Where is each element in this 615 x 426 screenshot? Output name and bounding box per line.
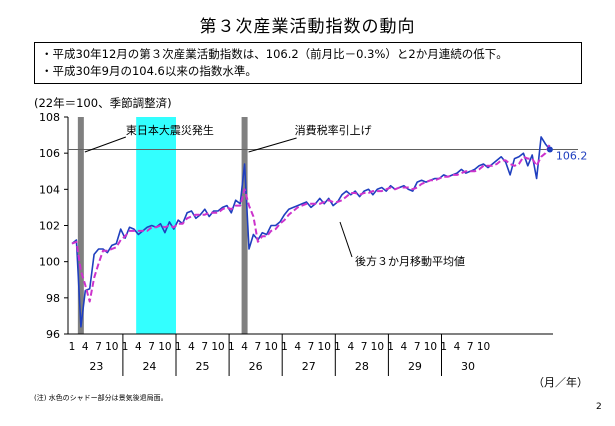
x-tick-label: 4	[82, 341, 89, 353]
event-marker-bar	[77, 117, 84, 334]
y-tick-label: 106	[39, 147, 60, 160]
moving-average-label: 後方３か月移動平均値	[355, 254, 465, 268]
y-tick-label: 108	[39, 111, 60, 124]
year-label: 29	[408, 360, 422, 373]
x-tick-label: 10	[105, 341, 118, 353]
end-point-marker	[546, 146, 553, 153]
event-label: 東日本大震災発生	[126, 123, 214, 137]
summary-box: ・平成30年12月の第３次産業活動指数は、106.2（前月比－0.3%）と2か月…	[34, 42, 582, 84]
moving-average-line	[71, 143, 551, 303]
x-tick-label: 4	[347, 341, 354, 353]
footnote: (注) 水色のシャドー部分は景気後退局面。	[34, 394, 168, 402]
x-tick-label: 1	[387, 341, 394, 353]
page-number: 2	[596, 402, 602, 412]
year-label: 27	[302, 360, 316, 373]
event-leader	[248, 137, 297, 153]
end-value-label: 106.2	[556, 150, 588, 163]
x-tick-label: 7	[361, 341, 368, 353]
x-tick-label: 1	[175, 341, 182, 353]
x-tick-label: 4	[454, 341, 461, 353]
x-tick-label: 10	[371, 341, 384, 353]
x-tick-label: 4	[294, 341, 301, 353]
x-tick-label: 7	[414, 341, 421, 353]
x-tick-label: 1	[228, 341, 235, 353]
year-label: 26	[249, 360, 263, 373]
x-tick-label: 1	[440, 341, 447, 353]
year-label: 25	[196, 360, 210, 373]
x-tick-label: 7	[201, 341, 208, 353]
x-tick-label: 4	[188, 341, 195, 353]
x-tick-label: 7	[95, 341, 102, 353]
year-label: 28	[355, 360, 369, 373]
y-tick-label: 102	[39, 220, 60, 233]
x-tick-label: 10	[158, 341, 171, 353]
recession-shade	[136, 117, 176, 334]
x-tick-label: 7	[148, 341, 155, 353]
x-tick-label: 1	[334, 341, 341, 353]
x-tick-label: 10	[424, 341, 437, 353]
x-tick-label: 10	[211, 341, 224, 353]
event-leader	[84, 136, 127, 153]
year-label: 23	[89, 360, 103, 373]
year-label: 24	[142, 360, 156, 373]
x-tick-label: 7	[308, 341, 315, 353]
x-tick-label: 7	[255, 341, 262, 353]
summary-line: ・平成30年12月の第３次産業活動指数は、106.2（前月比－0.3%）と2か月…	[41, 47, 508, 61]
x-tick-label: 1	[69, 341, 76, 353]
page-title: 第３次産業活動指数の動向	[199, 17, 416, 37]
x-tick-label: 10	[477, 341, 490, 353]
x-tick-label: 4	[241, 341, 248, 353]
x-tick-label: 4	[135, 341, 142, 353]
x-unit-label: （月／年）	[533, 375, 588, 389]
summary-line: ・平成30年9月の104.6以来の指数水準。	[41, 64, 257, 78]
x-tick-label: 1	[122, 341, 129, 353]
unit-label: (22年＝100、季節調整済)	[34, 96, 172, 110]
x-tick-label: 1	[281, 341, 288, 353]
y-tick-label: 100	[39, 256, 60, 269]
y-tick-label: 104	[39, 183, 60, 196]
event-marker-bar	[241, 117, 248, 334]
x-tick-label: 10	[264, 341, 277, 353]
x-tick-label: 10	[318, 341, 331, 353]
y-tick-label: 98	[46, 292, 60, 305]
year-label: 30	[461, 360, 475, 373]
x-tick-label: 4	[401, 341, 408, 353]
event-label: 消費税率引上げ	[295, 123, 372, 137]
moving-average-leader	[339, 221, 353, 258]
y-tick-label: 96	[46, 328, 60, 341]
x-tick-label: 7	[467, 341, 474, 353]
